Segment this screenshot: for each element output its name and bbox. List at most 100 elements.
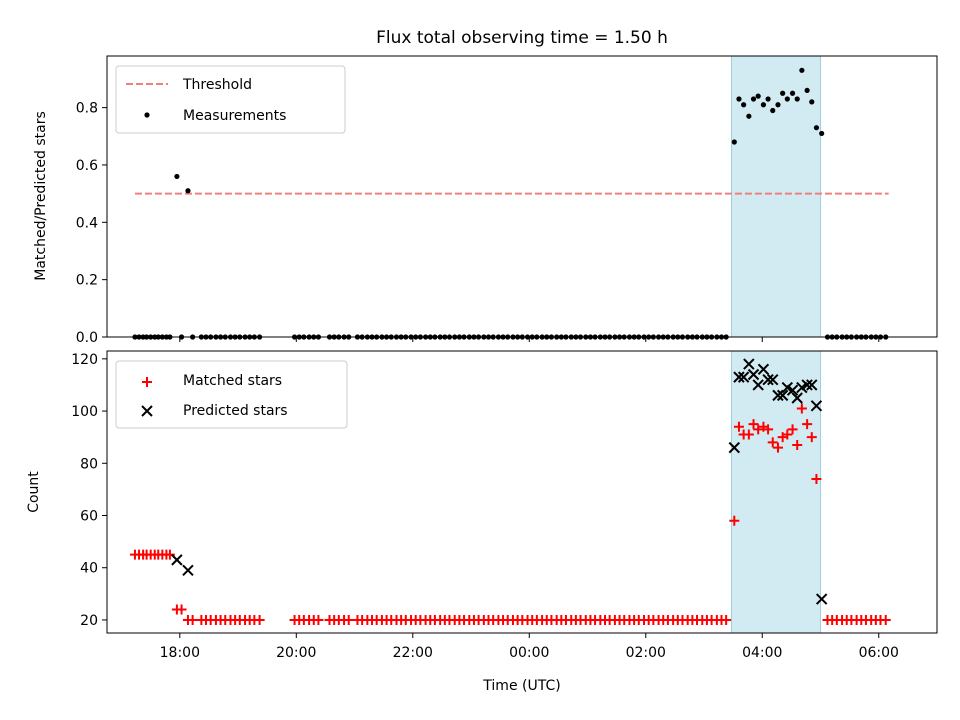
matched-star-point	[811, 473, 822, 484]
matched-star-point	[343, 614, 354, 625]
predicted-star-point	[762, 374, 774, 386]
matched-star-point	[767, 437, 778, 448]
top-legend: Threshold Measurements	[115, 65, 346, 134]
top-axes-frame	[106, 55, 938, 338]
predicted-star-point	[786, 384, 799, 396]
x-tick-label: 20:00	[276, 645, 316, 661]
matched-star-point	[254, 614, 265, 625]
x-tick-label: 06:00	[859, 645, 899, 661]
matched-star-point	[743, 429, 754, 440]
matched-star-point	[880, 614, 891, 625]
top-highlight-span	[730, 55, 821, 338]
measurement-point	[741, 102, 747, 108]
matched-star-point	[763, 424, 774, 435]
predicted-star-point	[801, 379, 813, 391]
predicted-star-point	[728, 441, 741, 454]
predicted-star-point	[737, 371, 750, 383]
predicted-star-point	[772, 389, 784, 402]
measurement-point	[819, 130, 825, 137]
top-y-tick-label: 0.6	[76, 158, 98, 174]
bottom-axes-frame	[106, 350, 938, 634]
bottom-y-tick-label: 20	[80, 613, 98, 629]
top-y-tick-label: 0.2	[76, 273, 98, 289]
measurement-point	[780, 90, 786, 96]
predicted-star-point	[767, 374, 779, 386]
top-y-tick-label: 0.0	[76, 330, 98, 346]
legend-predicted-label: Predicted stars	[183, 403, 288, 419]
bottom-y-tick-label: 100	[71, 404, 98, 420]
predicted-star-point	[757, 363, 770, 375]
predicted-star-point	[806, 379, 818, 391]
legend-measurement-label: Measurements	[183, 108, 286, 124]
matched-star-point	[753, 424, 764, 435]
matched-star-point	[729, 515, 740, 526]
predicted-star-point	[733, 371, 745, 383]
predicted-star-point	[182, 564, 194, 577]
predicted-star-point	[747, 368, 760, 381]
matched-star-point	[782, 429, 793, 440]
measurement-point	[770, 107, 776, 114]
matched-star-point	[733, 421, 744, 432]
chart-title: Flux total observing time = 1.50 h	[376, 28, 668, 48]
matched-star-point	[313, 614, 324, 625]
bottom-legend-box	[115, 360, 348, 429]
bottom-y-tick-label: 120	[71, 352, 98, 368]
x-tick-label: 00:00	[509, 645, 549, 661]
x-tick-label: 18:00	[160, 645, 200, 661]
predicted-star-point	[791, 392, 803, 404]
measurement-point	[794, 96, 800, 102]
legend-predicted-swatch	[141, 405, 153, 417]
matched-star-point	[721, 614, 732, 625]
x-tick-label: 22:00	[393, 645, 433, 661]
bottom-y-tick-label: 60	[80, 509, 98, 525]
measurement-point	[736, 96, 742, 102]
measurement-point	[789, 90, 796, 96]
predicted-star-point	[815, 593, 828, 605]
x-axis-label: Time (UTC)	[482, 678, 560, 694]
top-y-tick-label: 0.4	[76, 215, 98, 231]
measurement-point	[731, 139, 737, 145]
matched-star-point	[164, 549, 175, 560]
x-tick-label: 02:00	[626, 645, 666, 661]
legend-threshold-label: Threshold	[182, 77, 252, 93]
top-legend-box	[115, 65, 346, 134]
predicted-star-point	[810, 400, 823, 412]
measurement-point	[185, 188, 191, 194]
measurement-point	[775, 102, 781, 108]
top-panel: 0.0 0.2 0.4 0.6 0.8 Threshold Measurements	[76, 55, 938, 346]
predicted-star-point	[776, 389, 789, 402]
matched-star-point	[796, 403, 807, 414]
measurement-point	[799, 67, 805, 73]
top-y-tick-label: 0.8	[76, 101, 98, 117]
predicted-star-point	[752, 379, 764, 391]
measurement-point	[746, 113, 752, 119]
predicted-star-point	[743, 358, 755, 370]
measurement-point	[750, 96, 757, 102]
legend-matched-label: Matched stars	[183, 373, 282, 389]
measurement-point	[804, 87, 810, 94]
measurement-point	[813, 125, 820, 131]
bottom-y-tick-label: 80	[80, 456, 98, 472]
legend-matched-swatch	[142, 377, 152, 387]
bottom-y-tick-label: 40	[80, 561, 98, 577]
legend-measurement-swatch	[144, 112, 150, 118]
matched-star-point	[802, 419, 813, 430]
x-tick-label: 04:00	[742, 645, 782, 661]
matched-star-point	[176, 604, 187, 615]
measurement-point	[784, 96, 790, 102]
predicted-star-point	[171, 554, 183, 566]
top-y-axis-label: Matched/Predicted stars	[33, 111, 49, 281]
matched-star-point	[792, 440, 803, 450]
measurement-point	[809, 99, 815, 105]
matched-star-point	[187, 614, 198, 625]
matched-star-point	[748, 419, 759, 430]
bottom-panel: 18:00 20:00 22:00 00:00 02:00 04:00 06:00 20 40 6…	[71, 350, 938, 661]
measurement-point	[760, 102, 767, 108]
bottom-y-axis-label: Count	[26, 471, 42, 513]
matched-star-point	[806, 432, 817, 443]
measurement-point	[755, 93, 761, 99]
bottom-legend: Matched stars Predicted stars	[115, 360, 348, 429]
measurement-point	[174, 173, 180, 180]
measurement-point	[765, 96, 771, 102]
